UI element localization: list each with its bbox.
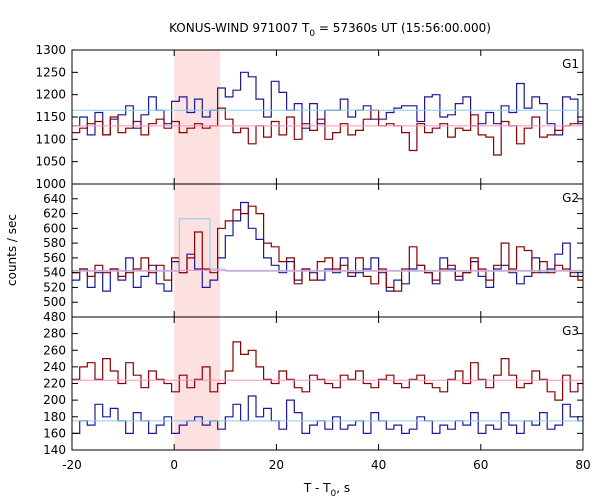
y-tick-label: 220: [43, 377, 66, 391]
series-g3-dark-red: [72, 341, 583, 401]
y-tick-label: 480: [43, 310, 66, 324]
plot-area: 1000105011001150120012501300G14805005205…: [35, 43, 590, 472]
y-tick-label: 200: [43, 393, 66, 407]
y-tick-label: 180: [43, 410, 66, 424]
y-tick-label: 500: [43, 295, 66, 309]
y-tick-label: 520: [43, 280, 66, 294]
y-tick-label: 640: [43, 192, 66, 206]
y-tick-label: 260: [43, 343, 66, 357]
y-tick-label: 540: [43, 266, 66, 280]
y-tick-label: 1100: [35, 132, 66, 146]
panel-label: G2: [562, 191, 579, 205]
x-tick-label: 80: [575, 458, 590, 472]
y-axis-label: counts / sec: [5, 214, 19, 286]
highlight-band: [174, 50, 221, 450]
x-tick-label: -20: [62, 458, 82, 472]
y-tick-label: 1000: [35, 177, 66, 191]
series-g2-dark-red: [72, 205, 583, 292]
y-tick-label: 600: [43, 221, 66, 235]
y-tick-label: 580: [43, 236, 66, 250]
x-tick-label: 0: [170, 458, 178, 472]
y-tick-label: 280: [43, 327, 66, 341]
x-tick-label: 20: [269, 458, 284, 472]
chart-title: KONUS-WIND 971007 T0 = 57360s UT (15:56:…: [169, 21, 491, 39]
y-tick-label: 620: [43, 207, 66, 221]
x-axis-label: T - T0, s: [303, 481, 350, 499]
y-tick-label: 240: [43, 360, 66, 374]
panel-g1: 1000 1050 1100 1150 1200 1250 1300 G1: [35, 43, 584, 191]
panel-label: G3: [562, 324, 579, 338]
x-tick-label: 60: [473, 458, 488, 472]
y-tick-label: 160: [43, 426, 66, 440]
series-g2-dark-blue: [72, 201, 583, 292]
svg-text:T - T0, s: T - T0, s: [303, 481, 350, 499]
panel-label: G1: [562, 57, 579, 71]
series-g3-dark-blue: [72, 395, 583, 434]
svg-text:KONUS-WIND 971007 T0 = 57360s: KONUS-WIND 971007 T0 = 57360s UT (15:56:…: [169, 21, 491, 39]
x-tick-label: 40: [371, 458, 386, 472]
panel-frame: [71, 183, 584, 318]
y-tick-label: 1250: [35, 65, 66, 79]
series-g1-dark-red: [72, 107, 583, 156]
panel-g3: 140 160 180 200 220 240 260 280 G3: [43, 316, 584, 457]
y-tick-label: 1300: [35, 43, 66, 57]
series-g2-light-blue: [72, 218, 583, 272]
y-tick-label: 1150: [35, 110, 66, 124]
y-tick-label: 140: [43, 443, 66, 457]
y-tick-label: 1200: [35, 88, 66, 102]
y-tick-label: 560: [43, 251, 66, 265]
panel-frame: [71, 49, 584, 185]
y-tick-label: 1050: [35, 155, 66, 169]
